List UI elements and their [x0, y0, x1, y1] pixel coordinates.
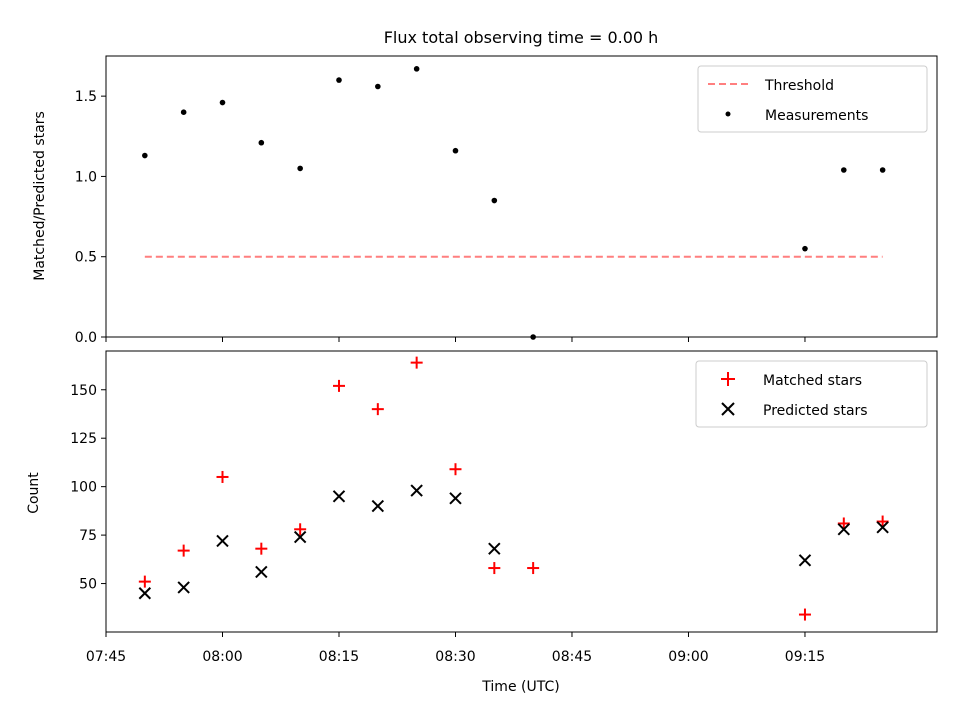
matched-star-point	[410, 356, 423, 369]
predicted-star-point	[332, 490, 346, 503]
measurement-point	[375, 83, 381, 90]
measurement-points	[142, 66, 886, 340]
measurement-point	[297, 165, 303, 172]
predicted-star-point	[798, 554, 812, 567]
matched-star-point	[527, 562, 540, 575]
count-plot-frame	[105, 350, 938, 633]
time-x-tick-label: 09:00	[668, 649, 708, 665]
measurement-point	[491, 197, 498, 204]
measurements-legend-swatch	[725, 111, 731, 117]
matched-star-point	[876, 515, 889, 528]
predicted-star-point	[255, 565, 268, 579]
count-y-tick-label: 150	[70, 383, 97, 399]
matched-star-point	[294, 523, 307, 536]
chart-title: Flux total observing time = 0.00 h	[384, 28, 659, 47]
measurement-point	[142, 152, 148, 159]
predicted-star-point	[293, 530, 307, 544]
count-y-tick-label: 125	[70, 431, 97, 447]
measurement-point	[841, 167, 847, 173]
predicted-star-point	[449, 492, 462, 505]
measurement-point	[802, 245, 808, 252]
measurement-point	[180, 109, 187, 115]
matched-star-point	[332, 379, 345, 392]
ratio-y-tick-label: 1.0	[75, 169, 97, 185]
matched-star-point	[216, 470, 229, 483]
ratio-y-label: Matched/Predicted stars	[32, 111, 48, 281]
predicted-star-point	[216, 534, 229, 548]
predicted-stars-legend-label: Predicted stars	[763, 403, 868, 419]
measurement-point	[879, 167, 886, 173]
measurement-point	[413, 66, 420, 72]
predicted-star-point	[488, 542, 501, 555]
count-y-tick-label: 100	[70, 480, 97, 496]
time-x-tick-label: 07:45	[86, 649, 126, 665]
matched-stars-legend-swatch	[721, 372, 735, 386]
matched-stars-legend-label: Matched stars	[763, 373, 862, 389]
predicted-star-point	[837, 523, 851, 536]
x-axis-label: Time (UTC)	[481, 679, 559, 695]
measurement-point	[219, 99, 226, 106]
time-x-tick-label: 08:00	[202, 649, 242, 665]
matched-star-point	[371, 403, 384, 416]
count-points	[138, 356, 889, 621]
count-y-tick-label: 50	[79, 577, 97, 593]
predicted-star-point	[177, 581, 190, 594]
threshold-legend-label: Threshold	[764, 78, 834, 94]
matched-star-point	[488, 562, 501, 575]
time-x-tick-label: 09:15	[785, 649, 825, 665]
measurement-point	[452, 147, 459, 154]
ratio-y-axis: 0.0 0.5 1.0 1.5	[75, 89, 106, 346]
ratio-panel: 0.0 0.5 1.0 1.5 Matched/Predicted stars Thr…	[32, 55, 938, 346]
predicted-stars-legend-swatch	[721, 402, 735, 416]
time-x-tick-label: 08:45	[552, 649, 592, 665]
matched-star-point	[177, 544, 190, 557]
count-y-label: Count	[26, 472, 42, 514]
matched-star-point	[798, 608, 811, 621]
predicted-star-point	[876, 521, 889, 534]
count-y-tick-label: 75	[79, 528, 97, 544]
ratio-y-tick-label: 1.5	[75, 89, 97, 105]
time-x-tick-label: 08:30	[435, 649, 475, 665]
predicted-star-point	[138, 587, 152, 600]
ratio-legend-box	[697, 65, 928, 133]
predicted-star-point	[371, 499, 385, 513]
predicted-star-point	[410, 484, 423, 497]
matched-star-point	[255, 542, 268, 555]
matched-star-point	[138, 575, 151, 588]
count-y-axis: 50 75 100 125 150	[70, 383, 106, 593]
matched-star-point	[449, 463, 462, 476]
measurement-point	[258, 139, 265, 146]
time-x-axis: 07:45 08:00 08:15 08:30 08:45 09:00 09:15	[86, 632, 825, 665]
count-legend: Matched stars Predicted stars	[695, 360, 928, 428]
ratio-plot-frame	[105, 55, 938, 338]
ratio-x-ticks	[105, 337, 806, 342]
count-legend-box	[695, 360, 928, 428]
measurements-legend-label: Measurements	[765, 108, 868, 124]
measurement-point	[336, 77, 342, 83]
ratio-legend: Threshold Measurements	[697, 65, 928, 133]
matched-star-point	[837, 517, 850, 530]
time-x-tick-label: 08:15	[319, 649, 359, 665]
ratio-y-tick-label: 0.0	[75, 330, 97, 346]
ratio-y-tick-label: 0.5	[75, 250, 97, 266]
